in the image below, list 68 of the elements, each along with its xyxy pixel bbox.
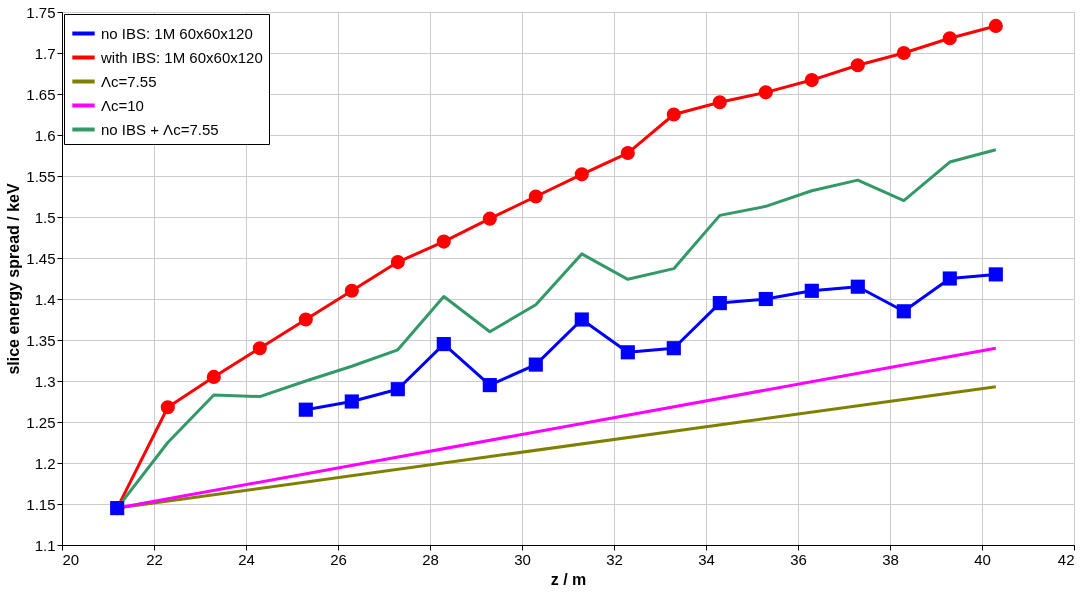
- legend-label: no IBS: 1M 60x60x120: [101, 24, 253, 42]
- point: [482, 378, 497, 393]
- x-tick-label: 20: [62, 550, 80, 568]
- y-tick-label: 1.2: [34, 454, 56, 472]
- point: [988, 18, 1003, 33]
- point: [942, 271, 957, 286]
- x-tick-label: 34: [698, 550, 715, 568]
- point: [896, 45, 911, 61]
- y-tick-label: 1.55: [26, 167, 56, 185]
- y-tick-label: 1.5: [34, 208, 56, 226]
- y-tick-label: 1.35: [26, 331, 56, 349]
- y-tick-label: 1.4: [34, 290, 56, 308]
- y-tick-label: 1.25: [26, 413, 56, 431]
- point: [804, 283, 819, 298]
- x-tick-label: 22: [146, 550, 163, 568]
- point: [620, 145, 635, 161]
- point: [666, 107, 681, 122]
- point: [528, 357, 543, 372]
- y-tick-label: 1.45: [26, 249, 56, 267]
- point: [160, 400, 175, 415]
- x-tick-label: 32: [606, 550, 623, 568]
- point: [574, 312, 589, 327]
- point: [942, 31, 957, 46]
- point: [436, 234, 451, 249]
- y-tick-label: 1.1: [34, 536, 56, 554]
- x-tick-label: 42: [1057, 550, 1075, 568]
- x-tick-label: 24: [238, 550, 255, 568]
- x-tick-label: 40: [974, 550, 991, 568]
- legend-label: Λc=7.55: [101, 72, 157, 90]
- point: [390, 382, 405, 397]
- legend-label: Λc=10: [101, 96, 144, 114]
- point: [528, 189, 543, 204]
- y-tick-label: 1.75: [26, 3, 56, 21]
- y-tick-label: 1.65: [26, 85, 56, 103]
- x-axis-title: z / m: [550, 570, 587, 588]
- point: [850, 58, 865, 73]
- point: [436, 337, 451, 352]
- y-axis-title: slice energy spread / keV: [5, 183, 23, 375]
- x-tick-label: 38: [882, 550, 899, 568]
- point: [482, 211, 497, 226]
- point: [712, 95, 727, 110]
- x-tick-label: 28: [422, 550, 439, 568]
- point: [804, 73, 819, 88]
- legend-label: with IBS: 1M 60x60x120: [100, 48, 263, 66]
- legend-label: no IBS + Λc=7.55: [101, 120, 219, 138]
- y-tick-label: 1.15: [26, 495, 56, 513]
- point: [298, 402, 313, 417]
- point: [758, 291, 773, 307]
- point: [850, 279, 865, 294]
- y-tick-label: 1.6: [34, 126, 56, 144]
- x-tick-label: 36: [790, 550, 807, 568]
- point: [712, 296, 727, 311]
- point: [344, 394, 359, 409]
- point: [758, 85, 773, 100]
- point: [206, 369, 221, 384]
- point: [988, 267, 1003, 282]
- point: [390, 255, 405, 270]
- point: [896, 304, 911, 319]
- y-tick-label: 1.7: [34, 44, 56, 62]
- point: [666, 341, 681, 356]
- x-tick-label: 26: [330, 550, 347, 568]
- point: [298, 312, 313, 327]
- point: [620, 345, 635, 360]
- point: [252, 341, 267, 356]
- point: [344, 283, 359, 298]
- point: [574, 167, 589, 182]
- y-tick-label: 1.3: [34, 372, 56, 390]
- x-tick-label: 30: [514, 550, 531, 568]
